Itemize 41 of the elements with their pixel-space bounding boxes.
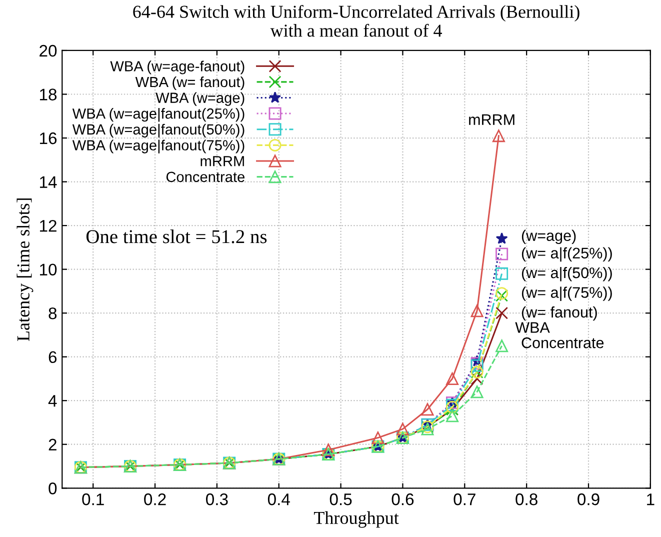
legend-label: Concentrate [166, 172, 244, 182]
annotation: WBA [515, 322, 550, 333]
x-tick-label: 0.5 [330, 493, 352, 506]
x-tick-label: 0.3 [206, 493, 228, 506]
legend-label: WBA (w=age) [156, 92, 244, 106]
annotation: (w= fanout) [522, 306, 597, 321]
legend-label: WBA (w=age-fanout) [110, 60, 244, 74]
y-tick-label: 8 [48, 307, 57, 320]
y-tick-label: 18 [40, 88, 57, 100]
annotation: mRRM [469, 114, 514, 125]
y-tick-label: 20 [40, 44, 57, 57]
y-axis-title: Latency [time slots] [16, 198, 34, 341]
x-tick-label: 0.2 [144, 493, 166, 506]
legend-label: WBA (w=age|fanout(75%)) [72, 140, 244, 154]
x-tick-label: 0.6 [392, 493, 414, 506]
annotation: (w=age) [522, 230, 576, 244]
annotation: (w= a|f(75%)) [522, 286, 612, 301]
x-tick-label: 0.7 [454, 493, 476, 506]
x-tick-label: 1 [647, 494, 654, 506]
x-tick-label: 0.1 [82, 493, 104, 506]
x-tick-label: 0.4 [268, 493, 290, 506]
annotation: (w= a|f(25%)) [522, 247, 612, 262]
legend-label: WBA (w=age|fanout(25%)) [72, 108, 244, 122]
y-tick-label: 4 [48, 395, 57, 407]
y-tick-label: 16 [40, 132, 57, 144]
chart-title: 64-64 Switch with Uniform-Uncorrelated Arrivals (Bernoulli) with a mean fanout of 4 [133, 4, 580, 37]
legend-label: WBA (w= fanout) [135, 76, 244, 90]
x-tick-label: 0.9 [578, 493, 600, 506]
y-tick-label: 0 [48, 482, 57, 494]
legend-label: mRRM [200, 156, 244, 166]
y-tick-label: 6 [48, 351, 57, 364]
x-axis-title: Throughput [314, 511, 399, 528]
y-tick-label: 14 [40, 176, 57, 188]
legend-label: WBA (w=age|fanout(50%)) [72, 124, 244, 138]
annotation: (w= a|f(50%)) [522, 266, 612, 282]
y-tick-label: 2 [48, 438, 56, 450]
x-tick-label: 0.8 [516, 493, 538, 506]
annotation: One time slot = 51.2 ns [86, 230, 267, 244]
y-tick-label: 12 [40, 220, 56, 232]
y-tick-label: 10 [40, 264, 57, 276]
annotation: Concentrate [522, 337, 604, 348]
